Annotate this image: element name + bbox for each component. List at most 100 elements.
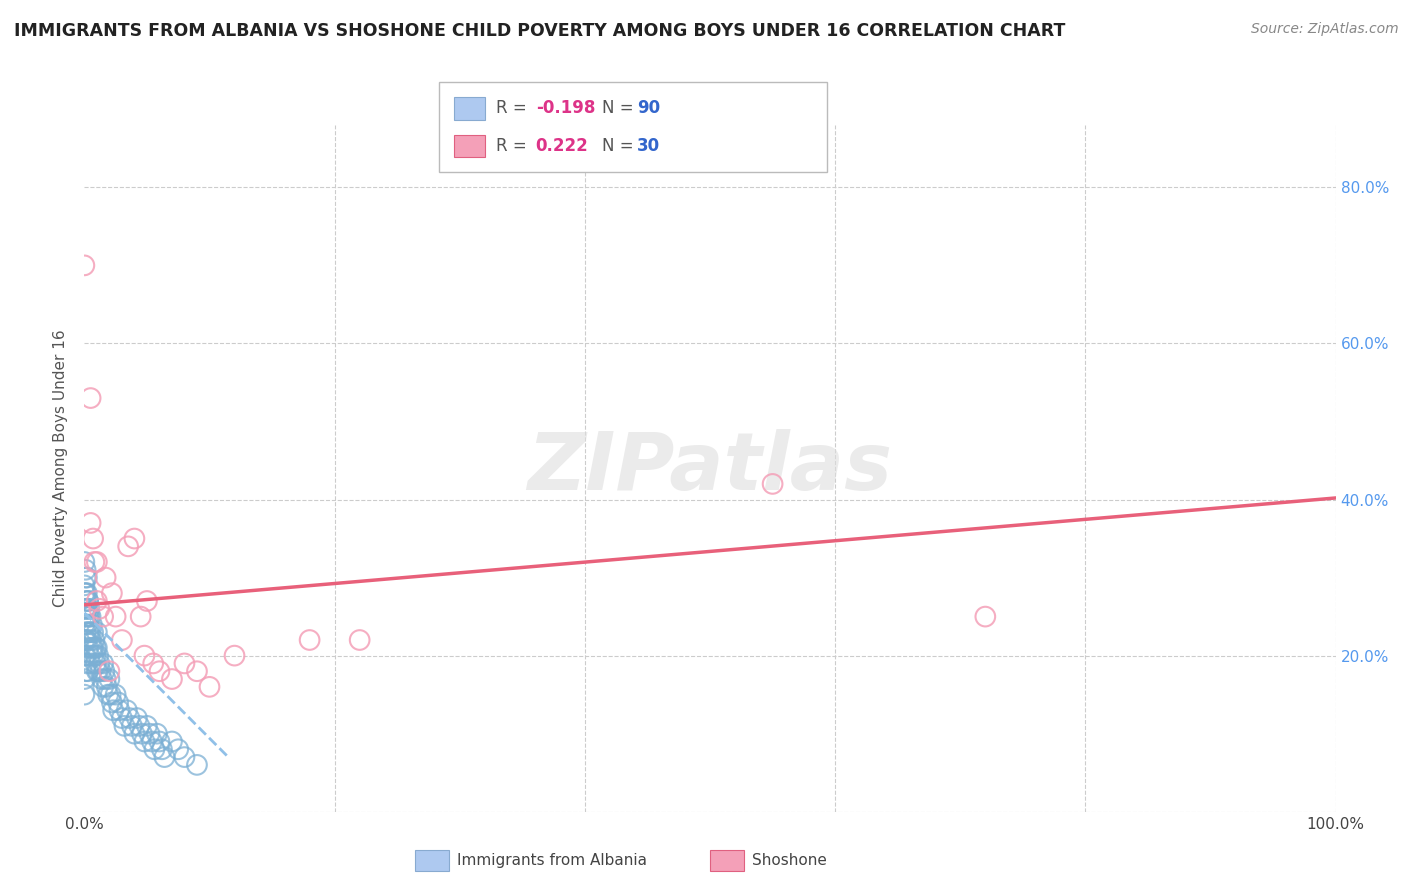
Point	[75, 563, 97, 577]
Point	[131, 726, 153, 740]
Text: IMMIGRANTS FROM ALBANIA VS SHOSHONE CHILD POVERTY AMONG BOYS UNDER 16 CORRELATIO: IMMIGRANTS FROM ALBANIA VS SHOSHONE CHIL…	[14, 22, 1066, 40]
Point	[73, 555, 96, 569]
Text: 30: 30	[637, 136, 659, 154]
Point	[75, 609, 97, 624]
Point	[79, 648, 101, 663]
Point	[75, 648, 97, 663]
Point	[79, 609, 101, 624]
Point	[121, 719, 143, 733]
Text: R =: R =	[496, 136, 533, 154]
Point	[90, 664, 112, 678]
Point	[108, 703, 131, 717]
Point	[160, 734, 183, 748]
Point	[90, 672, 112, 686]
Point	[98, 664, 121, 678]
Point	[124, 726, 146, 740]
Point	[89, 601, 111, 615]
Point	[73, 617, 96, 632]
Point	[77, 594, 100, 608]
Point	[104, 688, 127, 702]
Point	[83, 633, 105, 648]
Point	[79, 625, 101, 640]
Point	[87, 664, 110, 678]
Point	[117, 539, 139, 553]
Point	[82, 625, 104, 640]
Point	[83, 555, 105, 569]
Point	[173, 750, 195, 764]
Point	[75, 664, 97, 678]
Point	[91, 609, 114, 624]
Point	[75, 625, 97, 640]
Point	[136, 594, 159, 608]
Point	[224, 648, 246, 663]
Point	[96, 680, 118, 694]
Point	[89, 657, 111, 671]
Point	[79, 633, 101, 648]
Point	[100, 688, 122, 702]
Point	[153, 750, 176, 764]
Point	[974, 609, 997, 624]
Point	[73, 672, 96, 686]
Point	[84, 657, 107, 671]
Point	[73, 601, 96, 615]
Point	[73, 688, 96, 702]
Point	[136, 719, 159, 733]
Point	[134, 734, 156, 748]
Point	[82, 532, 104, 546]
Point	[91, 657, 114, 671]
Point	[76, 601, 98, 615]
Point	[79, 625, 101, 640]
Point	[111, 633, 134, 648]
Point	[75, 594, 97, 608]
Point	[73, 633, 96, 648]
Point	[198, 680, 221, 694]
Y-axis label: Child Poverty Among Boys Under 16: Child Poverty Among Boys Under 16	[53, 329, 69, 607]
Point	[150, 742, 173, 756]
Point	[73, 586, 96, 600]
Point	[73, 648, 96, 663]
Point	[186, 757, 208, 772]
Point	[76, 571, 98, 585]
Point	[80, 640, 103, 655]
Point	[298, 633, 321, 648]
Point	[142, 657, 165, 671]
Point	[76, 657, 98, 671]
Point	[86, 640, 108, 655]
Point	[80, 617, 103, 632]
Point	[76, 617, 98, 632]
Point	[124, 532, 146, 546]
Text: N =: N =	[602, 100, 638, 118]
Point	[82, 640, 104, 655]
Point	[79, 609, 101, 624]
Point	[107, 696, 129, 710]
Point	[148, 734, 170, 748]
Point	[77, 664, 100, 678]
Point	[118, 711, 141, 725]
Point	[97, 688, 120, 702]
Text: ZIPatlas: ZIPatlas	[527, 429, 893, 508]
Point	[128, 719, 150, 733]
Point	[125, 711, 148, 725]
Point	[134, 648, 156, 663]
Text: 0.222: 0.222	[536, 136, 589, 154]
Point	[129, 609, 152, 624]
Point	[143, 742, 166, 756]
Text: 90: 90	[637, 100, 659, 118]
Point	[148, 664, 170, 678]
Point	[86, 555, 108, 569]
Point	[87, 648, 110, 663]
Point	[101, 703, 124, 717]
Point	[76, 633, 98, 648]
Point	[75, 571, 97, 585]
Point	[186, 664, 208, 678]
Point	[173, 657, 195, 671]
Point	[104, 609, 127, 624]
Point	[349, 633, 371, 648]
Text: R =: R =	[496, 100, 533, 118]
Point	[86, 594, 108, 608]
Point	[82, 648, 104, 663]
Point	[84, 648, 107, 663]
Point	[79, 601, 101, 615]
Point	[76, 586, 98, 600]
Point	[167, 742, 190, 756]
